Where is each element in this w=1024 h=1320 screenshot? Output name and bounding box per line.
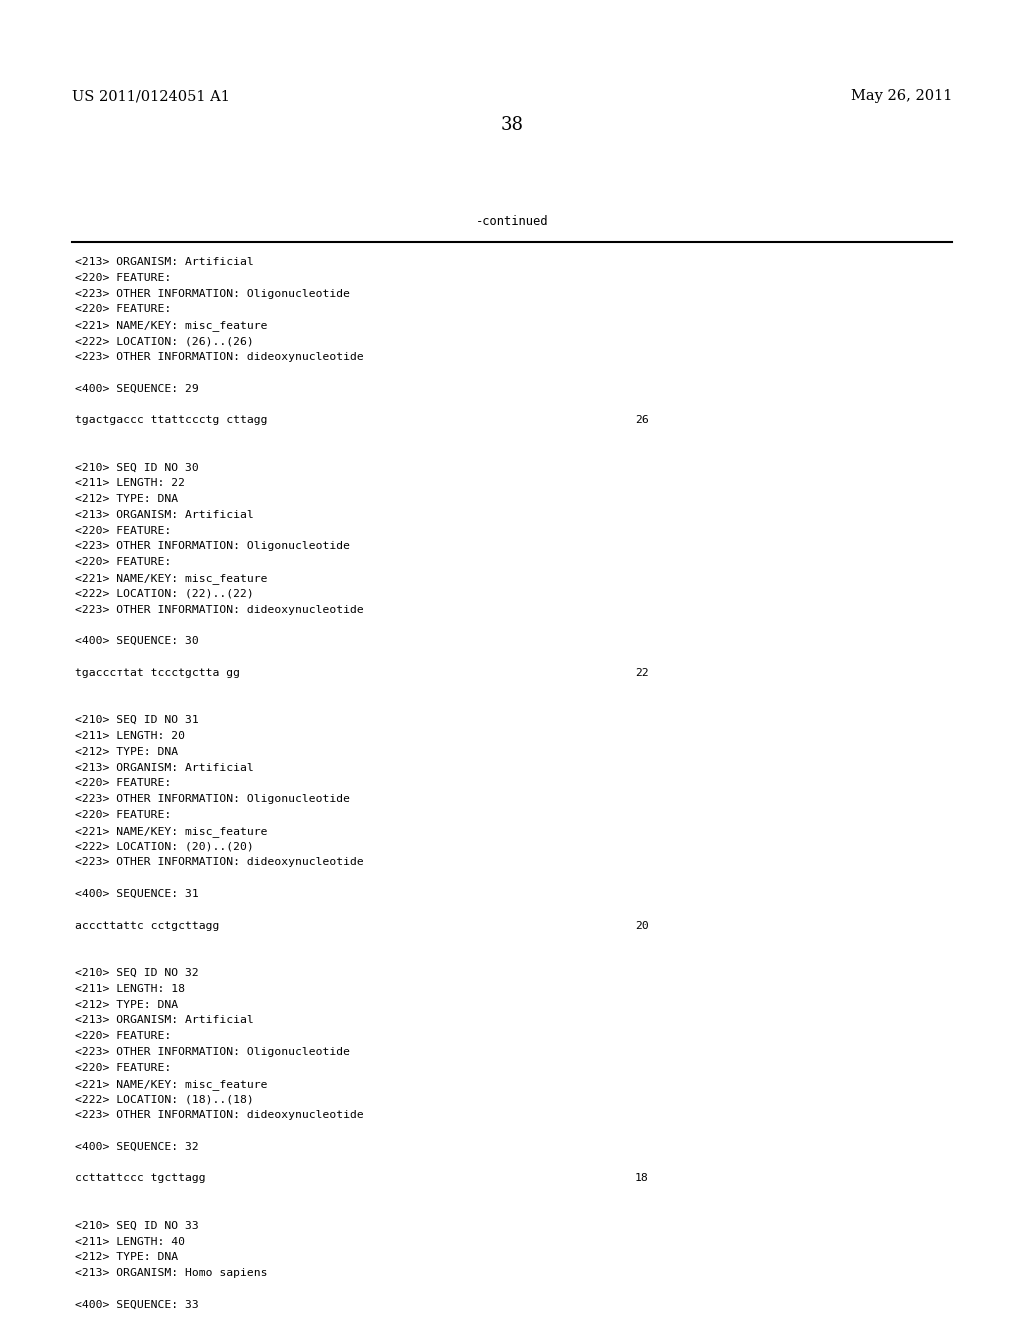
Text: <220> FEATURE:: <220> FEATURE: — [75, 779, 171, 788]
Text: <210> SEQ ID NO 32: <210> SEQ ID NO 32 — [75, 968, 199, 978]
Text: <220> FEATURE:: <220> FEATURE: — [75, 273, 171, 282]
Text: <210> SEQ ID NO 33: <210> SEQ ID NO 33 — [75, 1221, 199, 1230]
Text: <400> SEQUENCE: 30: <400> SEQUENCE: 30 — [75, 636, 199, 647]
Text: <220> FEATURE:: <220> FEATURE: — [75, 305, 171, 314]
Text: <223> OTHER INFORMATION: dideoxynucleotide: <223> OTHER INFORMATION: dideoxynucleoti… — [75, 858, 364, 867]
Text: 38: 38 — [501, 116, 523, 135]
Text: <213> ORGANISM: Artificial: <213> ORGANISM: Artificial — [75, 1015, 254, 1026]
Text: <223> OTHER INFORMATION: Oligonucleotide: <223> OTHER INFORMATION: Oligonucleotide — [75, 289, 350, 298]
Text: <223> OTHER INFORMATION: Oligonucleotide: <223> OTHER INFORMATION: Oligonucleotide — [75, 795, 350, 804]
Text: <210> SEQ ID NO 30: <210> SEQ ID NO 30 — [75, 462, 199, 473]
Text: <213> ORGANISM: Homo sapiens: <213> ORGANISM: Homo sapiens — [75, 1269, 267, 1278]
Text: <210> SEQ ID NO 31: <210> SEQ ID NO 31 — [75, 715, 199, 725]
Text: <213> ORGANISM: Artificial: <213> ORGANISM: Artificial — [75, 510, 254, 520]
Text: <221> NAME/KEY: misc_feature: <221> NAME/KEY: misc_feature — [75, 321, 267, 331]
Text: tgacccтtat tccctgctta gg: tgacccтtat tccctgctta gg — [75, 668, 240, 677]
Text: <222> LOCATION: (22)..(22): <222> LOCATION: (22)..(22) — [75, 589, 254, 599]
Text: <220> FEATURE:: <220> FEATURE: — [75, 1063, 171, 1073]
Text: <211> LENGTH: 20: <211> LENGTH: 20 — [75, 731, 185, 741]
Text: <223> OTHER INFORMATION: dideoxynucleotide: <223> OTHER INFORMATION: dideoxynucleoti… — [75, 1110, 364, 1121]
Text: <400> SEQUENCE: 32: <400> SEQUENCE: 32 — [75, 1142, 199, 1152]
Text: <213> ORGANISM: Artificial: <213> ORGANISM: Artificial — [75, 257, 254, 267]
Text: <400> SEQUENCE: 31: <400> SEQUENCE: 31 — [75, 888, 199, 899]
Text: <400> SEQUENCE: 33: <400> SEQUENCE: 33 — [75, 1300, 199, 1309]
Text: <221> NAME/KEY: misc_feature: <221> NAME/KEY: misc_feature — [75, 826, 267, 837]
Text: <211> LENGTH: 18: <211> LENGTH: 18 — [75, 983, 185, 994]
Text: <223> OTHER INFORMATION: Oligonucleotide: <223> OTHER INFORMATION: Oligonucleotide — [75, 541, 350, 552]
Text: <222> LOCATION: (18)..(18): <222> LOCATION: (18)..(18) — [75, 1094, 254, 1105]
Text: <222> LOCATION: (26)..(26): <222> LOCATION: (26)..(26) — [75, 337, 254, 346]
Text: <212> TYPE: DNA: <212> TYPE: DNA — [75, 1253, 178, 1262]
Text: 18: 18 — [635, 1173, 649, 1184]
Text: -continued: -continued — [476, 215, 548, 228]
Text: tgactgaccc ttattccctg cttagg: tgactgaccc ttattccctg cttagg — [75, 414, 267, 425]
Text: <221> NAME/KEY: misc_feature: <221> NAME/KEY: misc_feature — [75, 1078, 267, 1089]
Text: <220> FEATURE:: <220> FEATURE: — [75, 810, 171, 820]
Text: <220> FEATURE:: <220> FEATURE: — [75, 1031, 171, 1041]
Text: <223> OTHER INFORMATION: dideoxynucleotide: <223> OTHER INFORMATION: dideoxynucleoti… — [75, 605, 364, 615]
Text: <220> FEATURE:: <220> FEATURE: — [75, 557, 171, 568]
Text: <213> ORGANISM: Artificial: <213> ORGANISM: Artificial — [75, 763, 254, 772]
Text: US 2011/0124051 A1: US 2011/0124051 A1 — [72, 88, 229, 103]
Text: acccttattc cctgcttagg: acccttattc cctgcttagg — [75, 920, 219, 931]
Text: <211> LENGTH: 40: <211> LENGTH: 40 — [75, 1237, 185, 1246]
Text: 20: 20 — [635, 920, 649, 931]
Text: <212> TYPE: DNA: <212> TYPE: DNA — [75, 999, 178, 1010]
Text: <212> TYPE: DNA: <212> TYPE: DNA — [75, 747, 178, 756]
Text: <212> TYPE: DNA: <212> TYPE: DNA — [75, 494, 178, 504]
Text: <220> FEATURE:: <220> FEATURE: — [75, 525, 171, 536]
Text: <222> LOCATION: (20)..(20): <222> LOCATION: (20)..(20) — [75, 842, 254, 851]
Text: <223> OTHER INFORMATION: Oligonucleotide: <223> OTHER INFORMATION: Oligonucleotide — [75, 1047, 350, 1057]
Text: <223> OTHER INFORMATION: dideoxynucleotide: <223> OTHER INFORMATION: dideoxynucleoti… — [75, 352, 364, 362]
Text: May 26, 2011: May 26, 2011 — [851, 88, 952, 103]
Text: ccttattccc tgcttagg: ccttattccc tgcttagg — [75, 1173, 206, 1184]
Text: <400> SEQUENCE: 29: <400> SEQUENCE: 29 — [75, 383, 199, 393]
Text: 26: 26 — [635, 414, 649, 425]
Text: 22: 22 — [635, 668, 649, 677]
Text: <221> NAME/KEY: misc_feature: <221> NAME/KEY: misc_feature — [75, 573, 267, 583]
Text: <211> LENGTH: 22: <211> LENGTH: 22 — [75, 478, 185, 488]
